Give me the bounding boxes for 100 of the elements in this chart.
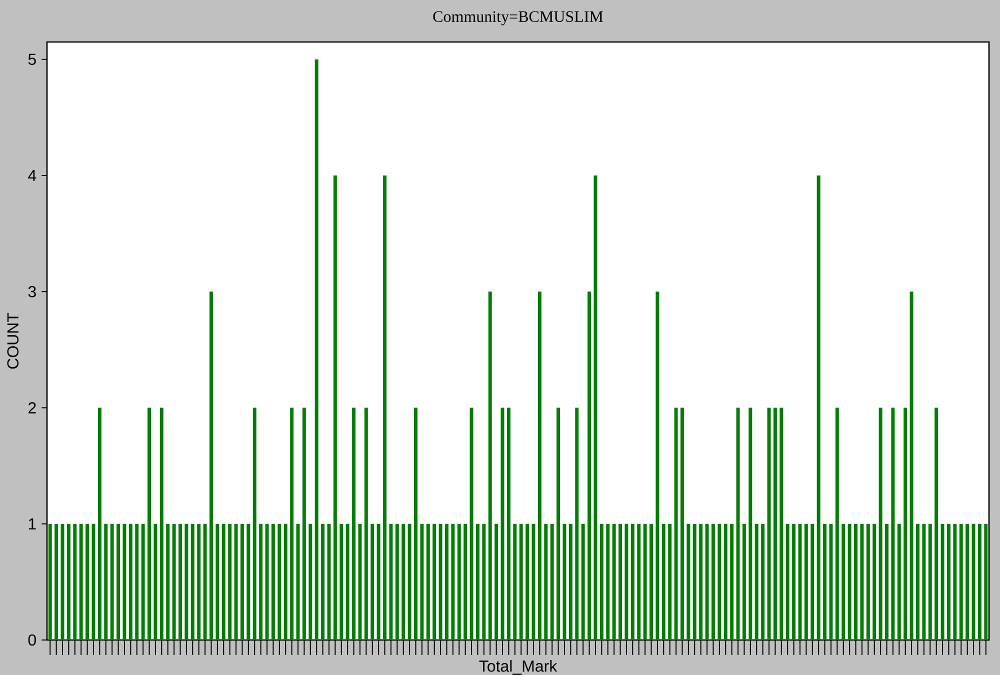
- bar: [854, 524, 858, 640]
- bar: [395, 524, 399, 640]
- bar: [680, 408, 684, 640]
- bar: [104, 524, 108, 640]
- bar: [506, 408, 510, 640]
- bar: [308, 524, 312, 640]
- bar: [420, 524, 424, 640]
- bar: [742, 524, 746, 640]
- bar: [922, 524, 926, 640]
- bar: [724, 524, 728, 640]
- bar: [210, 292, 213, 640]
- bar: [457, 524, 461, 640]
- bar: [278, 524, 282, 640]
- bar: [346, 524, 350, 640]
- bar: [141, 524, 145, 640]
- bar: [48, 524, 52, 640]
- y-tick-label: 0: [28, 634, 36, 646]
- bar: [184, 524, 188, 640]
- bar: [674, 408, 678, 640]
- bar: [154, 524, 158, 640]
- bar: [519, 524, 523, 640]
- bar: [172, 524, 176, 640]
- bar: [966, 524, 970, 640]
- bar: [86, 524, 90, 640]
- bar: [878, 408, 882, 640]
- bar: [513, 524, 517, 640]
- bar: [823, 524, 827, 640]
- bar: [79, 524, 83, 640]
- bar: [780, 408, 784, 640]
- bar: [246, 524, 250, 640]
- bar: [66, 524, 70, 640]
- bar: [810, 524, 814, 640]
- bar: [606, 524, 610, 640]
- bar: [408, 524, 412, 640]
- bar: [972, 524, 976, 640]
- bar: [544, 524, 548, 640]
- bar: [228, 524, 232, 640]
- bar: [848, 524, 852, 640]
- bar: [650, 524, 653, 640]
- bar: [904, 408, 908, 640]
- bar: [122, 524, 126, 640]
- bar: [705, 524, 709, 640]
- bar: [643, 524, 647, 640]
- bar: [488, 292, 492, 640]
- bar: [910, 292, 914, 640]
- bar: [352, 408, 356, 640]
- bar: [761, 524, 765, 640]
- bar: [216, 524, 220, 640]
- bar: [550, 524, 554, 640]
- bar: [271, 524, 275, 640]
- y-tick-label: 3: [28, 286, 36, 298]
- bar: [98, 408, 102, 640]
- bar: [662, 524, 666, 640]
- bar: [594, 176, 598, 640]
- bar: [476, 524, 480, 640]
- bar: [432, 524, 436, 640]
- bar: [612, 524, 616, 640]
- bar: [358, 524, 362, 640]
- bar: [526, 524, 530, 640]
- bar: [340, 524, 344, 640]
- bar: [978, 524, 982, 640]
- bar: [376, 524, 380, 640]
- bar: [240, 524, 244, 640]
- bar: [946, 524, 950, 640]
- bar: [885, 524, 888, 640]
- bar: [538, 292, 542, 640]
- bar: [581, 524, 585, 640]
- bar: [116, 524, 120, 640]
- bar: [860, 524, 864, 640]
- bar: [835, 408, 839, 640]
- bar: [259, 524, 263, 640]
- bar: [451, 524, 455, 640]
- bar: [804, 524, 808, 640]
- bar: [711, 524, 715, 640]
- bar: [984, 524, 988, 640]
- y-tick-label: 2: [28, 402, 36, 414]
- bar: [866, 524, 870, 640]
- bar: [128, 524, 132, 640]
- bar: [290, 408, 294, 640]
- bar: [92, 524, 96, 640]
- bar: [686, 524, 690, 640]
- bar: [389, 524, 393, 640]
- bar: [464, 524, 468, 640]
- bar: [445, 524, 448, 640]
- bar: [160, 408, 164, 640]
- bar: [842, 524, 846, 640]
- bar: [754, 524, 758, 640]
- bar: [940, 524, 944, 640]
- bar: [816, 176, 820, 640]
- bar: [302, 408, 306, 640]
- bar: [178, 524, 182, 640]
- bar: [668, 524, 672, 640]
- bar: [222, 524, 226, 640]
- bar: [630, 524, 634, 640]
- bar: [166, 524, 170, 640]
- bar: [718, 524, 722, 640]
- bar: [190, 524, 194, 640]
- bar: [891, 408, 895, 640]
- bar: [872, 524, 876, 640]
- chart-title: Community=BCMUSLIM: [433, 11, 603, 26]
